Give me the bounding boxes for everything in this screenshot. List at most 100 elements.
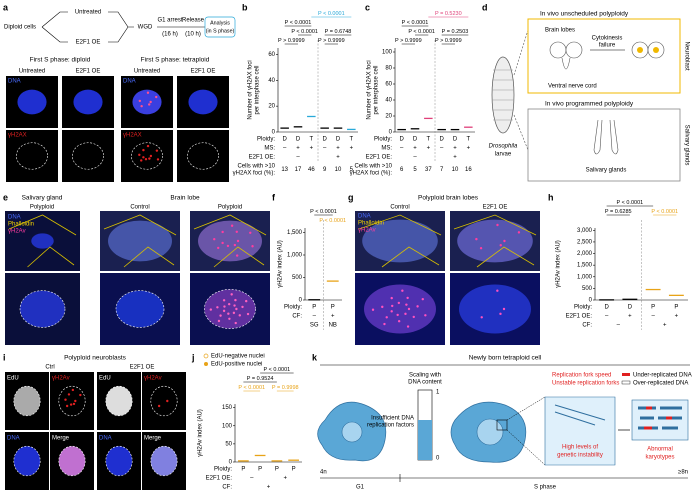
row-label: Ploidy: — [257, 137, 275, 143]
y-tick-label: 2,500 — [577, 240, 593, 246]
panel-label: a — [3, 2, 9, 12]
legend-marker — [203, 353, 209, 359]
y-tick-label: 60 — [268, 52, 275, 58]
y-tick-label: 0 — [272, 130, 276, 136]
row-value: + — [413, 146, 417, 152]
y-tick-label: 40 — [268, 78, 275, 84]
focus — [503, 239, 506, 243]
panel-a: a Diploid cells Untreated E2F1 OE WGD G1… — [3, 2, 236, 139]
heading: Salivary gland — [22, 195, 63, 202]
row-value: + — [283, 476, 287, 482]
label: E2F1 OE — [76, 40, 101, 46]
phalloidin — [193, 214, 267, 268]
panel-label: c — [365, 2, 370, 12]
subtitle: First S phase: diploid — [30, 57, 91, 64]
channel-label: Merge — [144, 436, 162, 442]
label: G1 — [356, 485, 365, 491]
row-value: – — [400, 146, 404, 152]
focus — [235, 254, 239, 257]
larva — [491, 56, 515, 134]
panel-label: e — [3, 192, 8, 202]
label: Diploid cells — [4, 25, 36, 31]
focus — [69, 403, 73, 406]
heading: Polyploid neuroblasts — [64, 355, 127, 362]
p-value: P < 0.0001 — [617, 200, 644, 206]
row-value: – — [651, 314, 655, 320]
micrograph — [50, 372, 94, 430]
box — [527, 108, 681, 182]
row-label: Ploidy: — [574, 305, 592, 311]
row-value: P — [258, 467, 262, 473]
panel-j: j EdU-negative nuclei EdU-positive nucle… — [191, 352, 265, 367]
label: Release — [182, 18, 205, 24]
focus — [209, 308, 213, 311]
row-value: P — [312, 305, 316, 311]
phalloidin — [8, 214, 77, 268]
outline — [19, 290, 66, 328]
panel-b: b — [242, 2, 248, 12]
zoom-lines — [506, 396, 546, 466]
focus — [140, 104, 143, 108]
focus — [156, 158, 160, 161]
row-label: γH2AX foci (%): — [350, 171, 393, 177]
channel-label: γH2Av — [144, 376, 162, 382]
row-value: – — [413, 155, 417, 161]
row-value: + — [336, 155, 340, 161]
label: Replication fork speed — [552, 373, 611, 379]
row-value: T — [349, 137, 353, 143]
row-value: + — [350, 146, 354, 152]
focus — [217, 319, 221, 323]
focus — [138, 99, 142, 103]
p-value: P > 0.9999 — [435, 38, 462, 44]
panel-label: f — [272, 192, 276, 202]
focus — [138, 153, 141, 157]
row-value: P — [651, 305, 655, 311]
y-axis-label: per interphase cell — [255, 65, 261, 114]
nucleus — [73, 89, 103, 115]
row-value: T — [309, 137, 313, 143]
y-tick-label: 500 — [292, 275, 303, 281]
p-value: P > 0.9999 — [278, 38, 305, 44]
column-label: Untreated — [19, 69, 45, 75]
dna-strands — [554, 404, 606, 426]
row-value: P — [331, 305, 335, 311]
neuroblast — [653, 47, 659, 53]
focus — [390, 310, 393, 313]
row-value: D — [453, 137, 458, 143]
legend-swatch — [622, 373, 630, 376]
nucleus — [13, 446, 41, 476]
y-tick-label: 0 — [589, 298, 593, 304]
label: karyotypes — [645, 455, 674, 461]
channel-label: EdU — [99, 376, 111, 382]
focus — [396, 313, 399, 317]
outline — [187, 142, 219, 170]
micrograph — [121, 130, 173, 182]
panel-c: c — [365, 2, 370, 12]
outline — [115, 290, 165, 328]
focus — [385, 316, 388, 319]
heading: In vivo programmed polyploidy — [545, 101, 634, 108]
focus — [499, 244, 502, 247]
nucleus — [364, 284, 436, 334]
y-tick-label: 0 — [299, 298, 303, 304]
heading: Polyploid brain lobes — [418, 195, 479, 202]
column-label: E2F1 OE — [483, 205, 508, 211]
column-label: Polyploid — [30, 205, 54, 211]
row-value: D — [296, 137, 301, 143]
focus — [166, 399, 169, 403]
row-value: + — [336, 146, 340, 152]
y-tick-label: 500 — [582, 286, 593, 292]
channel-label: DNA — [8, 79, 21, 85]
channel-label: Phalloidin — [358, 221, 384, 227]
channel-label: γH2AX — [123, 133, 142, 139]
channel-label: Merge — [52, 436, 70, 442]
label: Analysis — [210, 20, 230, 26]
y-tick-label: 80 — [385, 66, 392, 72]
channel-label: γH2Av — [358, 228, 376, 234]
focus — [233, 243, 237, 247]
nucleus — [20, 290, 65, 328]
focus — [155, 149, 159, 152]
focus — [424, 314, 427, 317]
row-value: – — [313, 314, 317, 320]
